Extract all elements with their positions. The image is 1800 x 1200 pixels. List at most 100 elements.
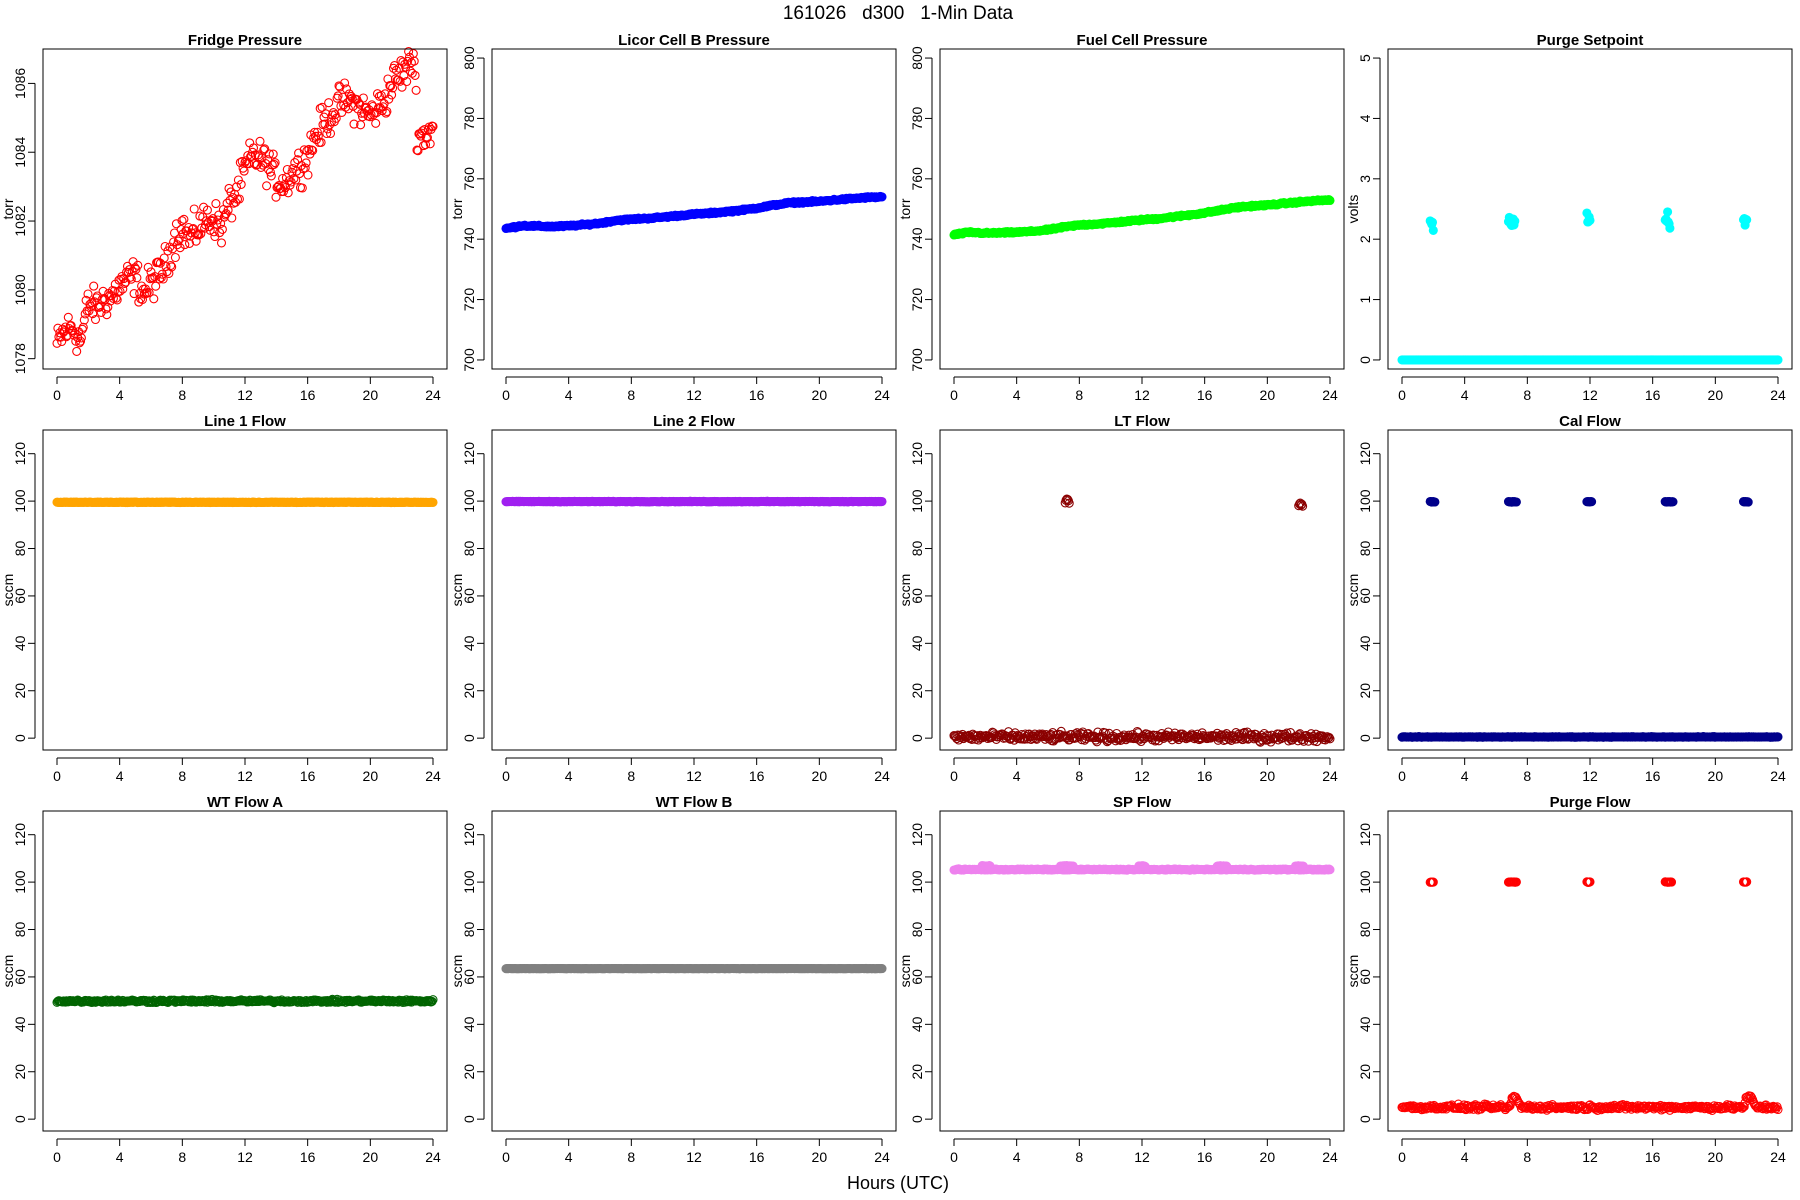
x-tick-label: 0	[950, 387, 958, 403]
x-tick-label: 20	[363, 387, 379, 403]
data-point	[371, 118, 381, 128]
y-tick-label: 100	[12, 870, 28, 894]
data-point	[57, 336, 67, 347]
x-tick-label: 8	[178, 387, 186, 403]
data-point	[154, 274, 165, 284]
panel-title-purge-setpoint: Purge Setpoint	[1537, 32, 1644, 49]
event-point	[1665, 223, 1675, 233]
plot-frame-fuel-cell-pressure	[939, 48, 1345, 370]
y-tick-label: 0	[12, 734, 28, 742]
data-point	[227, 213, 237, 223]
panel-title-wt-flow-a: WT Flow A	[207, 794, 283, 811]
data-point	[301, 158, 311, 168]
data-point	[158, 274, 168, 284]
panel-title-fridge-pressure: Fridge Pressure	[188, 32, 302, 49]
data-point	[382, 106, 392, 117]
data-point	[266, 171, 276, 181]
data-point	[189, 204, 199, 214]
data-point	[358, 93, 368, 103]
y-tick-label: 100	[461, 489, 477, 513]
y-tick-label: 120	[909, 442, 925, 466]
y-tick-label: 60	[909, 588, 925, 604]
data-point	[323, 124, 333, 134]
y-tick-label: 120	[12, 442, 28, 466]
data-point	[340, 78, 350, 88]
y-tick-label: 120	[909, 823, 925, 847]
x-tick-label: 0	[950, 768, 958, 784]
panel-title-licor-cell-b-pressure: Licor Cell B Pressure	[618, 32, 770, 49]
x-tick-label: 16	[1197, 1149, 1213, 1165]
data-point	[393, 75, 403, 85]
x-tick-label: 24	[874, 387, 890, 403]
event-point	[1585, 215, 1595, 225]
x-tick-label: 12	[686, 768, 702, 784]
data-point	[403, 56, 413, 66]
data-point	[402, 76, 412, 87]
event-point	[1427, 217, 1438, 227]
x-tick-label: 12	[686, 1149, 702, 1165]
data-point	[419, 124, 430, 135]
x-tick-label: 0	[53, 768, 61, 784]
panel-title-line-1-flow: Line 1 Flow	[204, 413, 286, 430]
data-point	[209, 227, 219, 237]
y-tick-label: 700	[909, 348, 925, 372]
x-tick-label: 8	[627, 768, 635, 784]
data-point	[389, 61, 400, 71]
data-point	[222, 198, 232, 208]
data-point	[303, 170, 313, 180]
y-tick-label: 20	[461, 683, 477, 699]
x-tick-label: 8	[178, 1149, 186, 1165]
y-tick-label: 80	[909, 541, 925, 557]
x-tick-label: 24	[1770, 387, 1786, 403]
event-point	[1510, 216, 1520, 226]
data-point	[247, 147, 258, 157]
data-point	[111, 293, 121, 303]
y-tick-label: 0	[461, 1115, 477, 1123]
data-point	[78, 322, 88, 332]
x-tick-label: 8	[627, 1149, 635, 1165]
x-tick-label: 20	[1708, 768, 1724, 784]
ylabel-fuel-cell-pressure: torr	[897, 198, 913, 219]
data-point	[292, 166, 302, 176]
data-point	[399, 71, 409, 81]
y-tick-label: 720	[461, 288, 477, 312]
data-point	[271, 192, 281, 202]
x-tick-label: 16	[749, 768, 765, 784]
data-point	[159, 253, 169, 263]
y-tick-label: 40	[909, 1016, 925, 1032]
y-tick-label: 760	[461, 167, 477, 191]
data-point	[101, 304, 111, 314]
y-tick-label: 120	[461, 442, 477, 466]
x-tick-label: 12	[686, 387, 702, 403]
x-tick-label: 20	[1260, 1149, 1276, 1165]
x-tick-label: 24	[1770, 768, 1786, 784]
y-tick-label: 40	[461, 635, 477, 651]
x-tick-label: 20	[363, 1149, 379, 1165]
y-tick-label: 780	[909, 107, 925, 131]
data-point	[354, 98, 364, 108]
x-tick-label: 4	[1013, 1149, 1021, 1165]
y-tick-label: 40	[12, 635, 28, 651]
data-point	[89, 281, 99, 291]
data-point	[877, 964, 887, 974]
data-point	[409, 56, 419, 66]
data-point	[428, 121, 438, 131]
points-wt-flow-b	[501, 963, 887, 974]
data-point	[387, 90, 397, 100]
data-point	[877, 496, 887, 507]
data-point	[133, 260, 143, 270]
y-tick-label: 60	[1357, 588, 1373, 604]
data-point	[404, 46, 414, 57]
y-tick-label: 60	[461, 588, 477, 604]
points-fuel-cell-pressure	[949, 195, 1335, 240]
panel-title-sp-flow: SP Flow	[1113, 794, 1171, 811]
y-tick-label: 20	[461, 1064, 477, 1080]
y-tick-label: 0	[909, 734, 925, 742]
y-tick-label: 1086	[12, 68, 28, 99]
x-tick-label: 20	[1708, 387, 1724, 403]
data-point	[143, 262, 153, 272]
